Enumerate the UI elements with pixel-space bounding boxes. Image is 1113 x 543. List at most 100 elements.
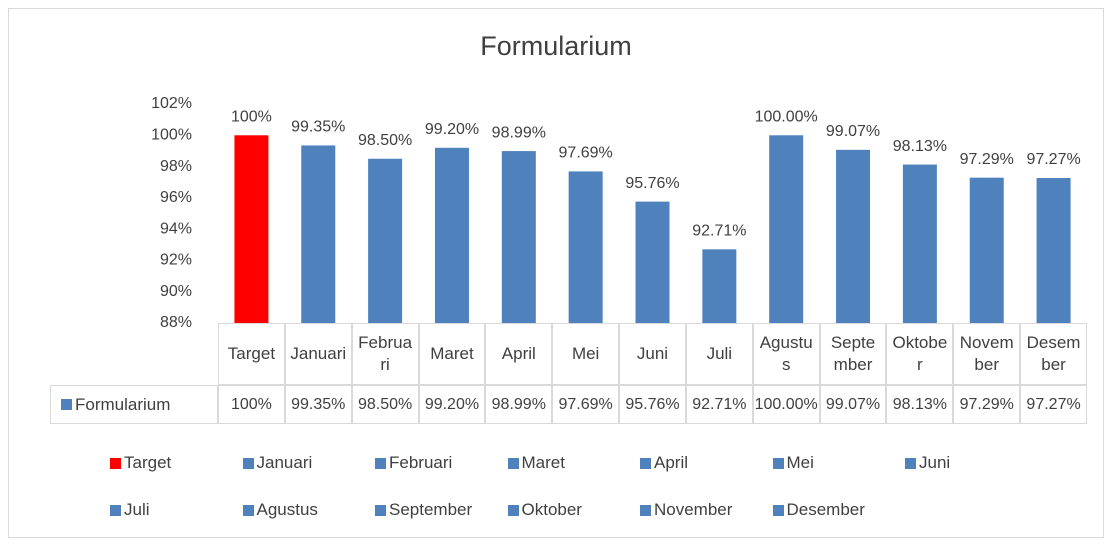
data-label: 99.20% xyxy=(425,121,479,138)
chart-frame xyxy=(8,8,1104,538)
x-tick-label: Juni xyxy=(619,323,686,385)
legend-item: Juli xyxy=(110,499,150,521)
legend-item: April xyxy=(640,452,688,474)
data-label: 95.76% xyxy=(625,175,679,192)
x-tick-label: Agustus xyxy=(752,323,820,385)
table-value: 97.29% xyxy=(953,385,1021,424)
legend-label: Juni xyxy=(919,453,951,472)
data-label: 99.35% xyxy=(291,119,345,136)
legend-label: April xyxy=(654,453,689,472)
legend-label: Oktober xyxy=(521,500,582,519)
legend-key xyxy=(772,504,784,516)
x-tick-label: September xyxy=(819,323,887,385)
table-value: 95.76% xyxy=(619,385,686,424)
x-tick-label: Oktober xyxy=(886,323,954,385)
y-tick-label: 90% xyxy=(160,283,192,300)
bar xyxy=(368,158,403,323)
legend-key xyxy=(640,504,651,516)
x-tick-label: April xyxy=(485,323,553,385)
y-tick-label: 94% xyxy=(160,220,192,237)
bar xyxy=(635,201,670,323)
data-label: 99.07% xyxy=(826,123,880,140)
legend-key xyxy=(61,399,72,410)
bar xyxy=(836,149,871,323)
data-label: 97.27% xyxy=(1026,151,1080,168)
table-value: 98.13% xyxy=(886,385,954,424)
legend-item: September xyxy=(375,499,472,521)
legend-item: Agustus xyxy=(242,499,318,521)
series-name: Formularium xyxy=(75,394,171,414)
y-tick-label: 96% xyxy=(160,189,192,206)
y-tick-label: 100% xyxy=(151,127,192,144)
legend-label: November xyxy=(654,500,733,519)
legend-key xyxy=(507,504,519,516)
x-tick-label: Desember xyxy=(1020,323,1087,385)
legend-key xyxy=(640,457,651,469)
data-label: 100.00% xyxy=(755,109,818,126)
bar xyxy=(769,135,804,323)
table-value: 100% xyxy=(218,385,285,424)
y-tick-label: 98% xyxy=(160,158,192,175)
legend-label: September xyxy=(389,500,473,519)
legend-label: Desember xyxy=(786,500,865,519)
legend-label: Juli xyxy=(124,500,150,519)
table-value: 97.69% xyxy=(552,385,620,424)
table-value: 99.07% xyxy=(819,385,887,424)
legend-key xyxy=(905,457,916,469)
bar xyxy=(234,135,269,323)
table-value: 100.00% xyxy=(752,385,820,424)
chart-title: Formularium xyxy=(480,31,632,61)
bar xyxy=(902,164,937,323)
table-value: 99.35% xyxy=(284,385,352,424)
data-label: 97.29% xyxy=(960,151,1014,168)
table-value: 92.71% xyxy=(685,385,753,424)
x-tick-label: November xyxy=(953,323,1021,385)
legend-key xyxy=(375,457,386,469)
legend-key xyxy=(772,457,784,469)
legend-label: Maret xyxy=(521,453,565,472)
table-value: 98.50% xyxy=(351,385,419,424)
bar xyxy=(702,249,737,323)
bar xyxy=(568,171,603,323)
data-label: 100% xyxy=(231,109,272,126)
bar xyxy=(434,147,469,323)
table-value: 97.27% xyxy=(1020,385,1087,424)
bar xyxy=(1036,177,1071,323)
x-tick-label: Juli xyxy=(685,323,753,385)
legend-item: November xyxy=(640,499,732,521)
legend-item: Mei xyxy=(772,452,814,474)
bar xyxy=(501,151,536,323)
x-tick-label: Mei xyxy=(552,323,620,385)
legend-label: Agustus xyxy=(256,500,318,519)
legend-label: Februari xyxy=(389,453,453,472)
data-label: 98.50% xyxy=(358,132,412,149)
legend-item: Desember xyxy=(772,499,865,521)
x-tick-label: Target xyxy=(218,323,285,385)
x-tick-label: Februari xyxy=(351,323,419,385)
x-tick-label: Maret xyxy=(418,323,486,385)
legend-key xyxy=(507,457,519,469)
bar xyxy=(969,177,1004,323)
data-label: 98.99% xyxy=(492,124,546,141)
legend-key xyxy=(242,457,254,469)
legend-label: Januari xyxy=(256,453,313,472)
legend-key xyxy=(242,504,254,516)
legend-item: Februari xyxy=(375,452,452,474)
legend-key xyxy=(110,457,121,469)
legend-label: Target xyxy=(124,453,172,472)
y-tick-label: 88% xyxy=(160,314,192,331)
bar xyxy=(301,145,336,323)
legend-item: Target xyxy=(110,452,171,474)
legend-item: Maret xyxy=(507,452,565,474)
y-tick-label: 102% xyxy=(151,95,192,112)
table-value: 98.99% xyxy=(485,385,553,424)
legend-item: Januari xyxy=(242,452,313,474)
table-row-label: Formularium xyxy=(50,385,218,424)
data-label: 98.13% xyxy=(893,138,947,155)
data-label: 97.69% xyxy=(559,145,613,162)
y-tick-label: 92% xyxy=(160,252,192,269)
legend-label: Mei xyxy=(786,453,814,472)
legend-item: Oktober xyxy=(507,499,582,521)
